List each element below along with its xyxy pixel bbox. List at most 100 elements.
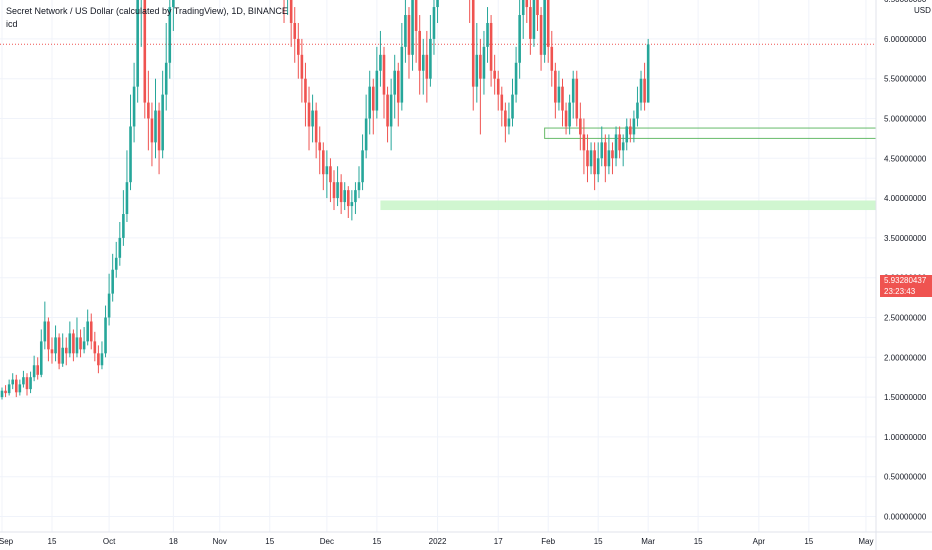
candle-body xyxy=(425,54,429,79)
candle-body xyxy=(100,353,104,366)
time-axis-label: May xyxy=(858,537,873,546)
candle-body xyxy=(368,86,372,119)
candle-body xyxy=(343,190,347,203)
candle-body xyxy=(18,384,22,393)
candle-body xyxy=(304,78,307,103)
candle-body xyxy=(600,142,604,159)
candle-body xyxy=(336,182,339,199)
candle-body xyxy=(311,110,314,127)
candle-body xyxy=(518,15,521,63)
candle-body xyxy=(571,78,575,103)
candle-body xyxy=(371,86,375,111)
candle-body xyxy=(414,0,418,31)
time-axis-label: Mar xyxy=(641,537,655,546)
support-resistance-zone xyxy=(380,200,876,211)
price-axis-label: 3.50000000 xyxy=(884,234,927,243)
indicator-name[interactable]: icd xyxy=(6,19,18,29)
time-axis-label: 18 xyxy=(169,537,178,546)
price-axis-label: 5.50000000 xyxy=(884,75,927,84)
candle-body xyxy=(625,126,629,143)
candle-body xyxy=(329,166,332,183)
time-axis-label: Oct xyxy=(103,537,116,546)
candle-body xyxy=(621,142,625,151)
candle-body xyxy=(39,341,43,375)
candle-body xyxy=(314,110,318,143)
candle-body xyxy=(521,0,525,16)
time-axis-label: Dec xyxy=(320,537,334,546)
candle-body xyxy=(500,94,504,111)
candle-body xyxy=(43,321,47,342)
candle-body xyxy=(557,86,561,103)
support-resistance-zone xyxy=(544,127,877,139)
candle-body xyxy=(129,126,132,183)
candle-body xyxy=(568,102,571,127)
candle-body xyxy=(150,118,154,143)
candle-body xyxy=(7,384,11,394)
candle-body xyxy=(486,22,489,47)
candle-body xyxy=(157,110,161,151)
candle-body xyxy=(111,269,114,294)
currency-label: USD xyxy=(914,6,931,15)
candle-body xyxy=(104,317,107,354)
candle-body xyxy=(57,337,61,364)
candle-body xyxy=(586,150,589,167)
candle-body xyxy=(143,0,147,103)
time-axis-label: Apr xyxy=(753,537,766,546)
candle-body xyxy=(596,158,600,175)
candle-body xyxy=(325,166,329,175)
candle-body xyxy=(493,70,496,79)
time-axis-label: 15 xyxy=(694,537,703,546)
candle-body xyxy=(346,190,350,207)
candle-body xyxy=(107,293,111,318)
candle-body xyxy=(72,333,75,354)
candle-body xyxy=(496,78,500,95)
candle-body xyxy=(68,333,72,354)
time-axis-label: 15 xyxy=(265,537,274,546)
time-axis-label: 15 xyxy=(48,537,57,546)
candle-body xyxy=(82,341,86,350)
candle-body xyxy=(350,202,354,207)
candle-body xyxy=(79,337,82,350)
time-axis-label: 17 xyxy=(494,537,503,546)
candle-body xyxy=(154,110,157,143)
candle-body xyxy=(364,118,368,151)
candle-body xyxy=(525,0,529,8)
candle-body xyxy=(575,78,579,119)
candle-body xyxy=(511,94,514,119)
candle-body xyxy=(22,377,25,385)
candle-body xyxy=(393,70,396,95)
candle-body xyxy=(47,321,50,350)
candle-body xyxy=(32,365,36,378)
candle-body xyxy=(97,353,100,366)
candle-body xyxy=(11,379,15,385)
candle-body xyxy=(475,54,479,87)
candle-body xyxy=(54,337,57,354)
candle-body xyxy=(161,94,164,151)
candle-body xyxy=(122,214,125,238)
candle-body xyxy=(382,54,386,95)
candle-body xyxy=(589,150,593,167)
candle-body xyxy=(400,46,404,103)
candle-body xyxy=(289,0,293,23)
candle-body xyxy=(646,44,650,103)
candle-body xyxy=(118,237,122,258)
candle-body xyxy=(614,134,618,159)
price-axis-label: 0.00000000 xyxy=(884,513,927,522)
candle-body xyxy=(172,0,175,8)
candle-body xyxy=(300,54,304,79)
candle-body xyxy=(357,182,361,191)
chart-title: Secret Network / US Dollar (calculated b… xyxy=(6,6,288,16)
candle-body xyxy=(421,54,425,71)
price-axis-label: 1.00000000 xyxy=(884,433,927,442)
time-axis-label: 2022 xyxy=(429,537,447,546)
candle-body xyxy=(407,15,411,55)
bar-countdown: 23:23:43 xyxy=(884,287,916,296)
candle-body xyxy=(636,102,639,119)
candle-body xyxy=(114,257,118,270)
candle-body xyxy=(618,134,621,151)
price-axis-label: 4.00000000 xyxy=(884,194,927,203)
candle-body xyxy=(339,182,343,203)
price-axis-label: 2.50000000 xyxy=(884,314,927,323)
candle-body xyxy=(147,102,150,119)
